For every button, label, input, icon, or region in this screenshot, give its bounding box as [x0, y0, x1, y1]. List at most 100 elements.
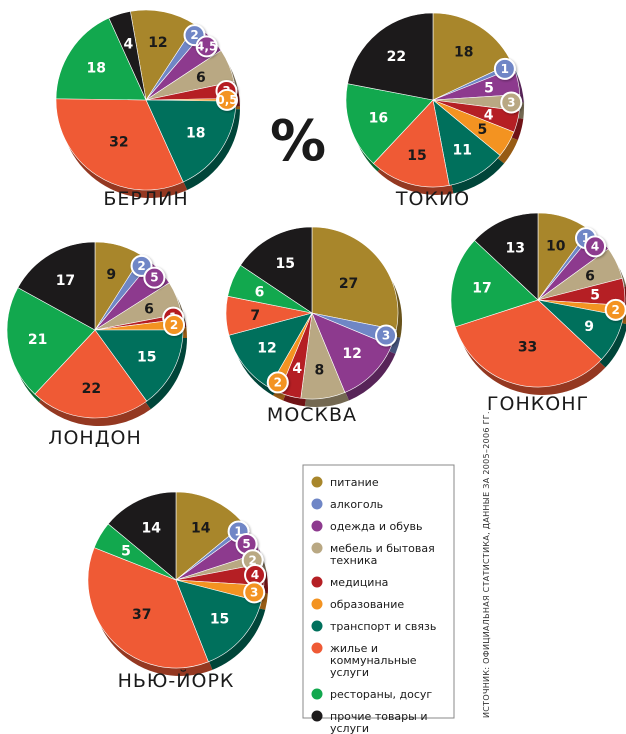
pie-slice-transport: [145, 99, 237, 183]
value-label-food: 12: [148, 35, 167, 51]
legend-swatch-medicine: [311, 576, 323, 588]
value-label-medicine: 4: [251, 568, 259, 582]
legend-swatch-leisure: [311, 688, 323, 700]
value-label-other: 15: [276, 256, 295, 272]
value-label-education: 2: [274, 375, 282, 389]
value-label-housing: 7: [250, 308, 260, 324]
value-label-leisure: 17: [472, 280, 491, 296]
legend-item-other: прочие товары и услуги: [311, 710, 428, 734]
value-badge-education: [243, 581, 266, 604]
pie-slice-leisure: [450, 240, 539, 328]
legend-frame: [302, 464, 455, 719]
value-label-clothes: 12: [342, 346, 361, 362]
value-label-food: 10: [546, 238, 566, 254]
value-badge-clothes: [584, 235, 607, 258]
pie-slice-other: [347, 12, 434, 101]
value-label-transport: 12: [257, 341, 276, 357]
city-title-london: ЛОНДОН: [48, 427, 142, 449]
value-label-food: 18: [454, 45, 473, 61]
legend-item-housing: жилье и коммунальные услуги: [311, 642, 417, 679]
pie-slice-leisure: [345, 83, 434, 164]
value-badge-clothes: [195, 35, 218, 58]
legend-swatch-clothes: [311, 520, 323, 532]
pie-slice-transport: [175, 579, 262, 663]
value-badge-alcohol: [375, 324, 398, 347]
legend-item-clothes: одежда и обувь: [311, 520, 423, 533]
legend-item-furniture: мебель и бытовая техника: [311, 542, 435, 567]
pie-slice-housing: [454, 299, 602, 388]
value-label-alcohol: 1: [582, 231, 590, 245]
legend-label-transport: транспорт и связь: [330, 620, 436, 633]
value-label-education: 0,5: [216, 93, 237, 107]
percent-sign: %: [270, 109, 326, 174]
legend-item-transport: транспорт и связь: [311, 620, 436, 633]
value-label-other: 4: [124, 36, 134, 52]
pie-london: 92561215222117: [6, 241, 187, 426]
value-label-other: 13: [505, 240, 524, 256]
pie-charts-group: 1224,5630,518321841815345111516229256121…: [6, 9, 626, 676]
pie-slice-food: [311, 226, 399, 331]
legend-item-medicine: медицина: [311, 576, 388, 589]
value-label-transport: 11: [452, 142, 471, 158]
legend-label-medicine: медицина: [330, 576, 388, 589]
value-label-transport: 18: [186, 126, 205, 142]
legend-label-housing: жилье и коммунальные услуги: [330, 642, 417, 679]
value-label-transport: 9: [584, 319, 594, 335]
pie-slice-housing: [34, 329, 148, 419]
value-label-clothes: 4: [591, 239, 599, 253]
value-badge-education: [215, 88, 238, 111]
value-badge-furniture: [500, 91, 523, 114]
value-label-furniture: 8: [315, 362, 325, 378]
pie-slice-other: [240, 226, 313, 314]
value-label-housing: 32: [109, 134, 128, 150]
value-label-alcohol: 2: [190, 28, 198, 42]
value-label-alcohol: 3: [382, 328, 390, 342]
value-label-furniture: 6: [585, 269, 595, 285]
legend-label-alcohol: алкоголь: [330, 498, 383, 511]
legend-item-education: образование: [311, 598, 404, 611]
legend-item-leisure: рестораны, досуг: [311, 688, 432, 701]
value-label-transport: 15: [210, 611, 229, 627]
value-label-alcohol: 2: [137, 259, 145, 273]
value-label-other: 14: [142, 520, 162, 536]
value-label-education: 2: [170, 318, 178, 332]
pie-slice-food: [432, 12, 513, 101]
legend-swatch-furniture: [311, 542, 323, 554]
city-title-newyork: НЬЮ-ЙОРК: [118, 669, 235, 692]
pie-slice-housing: [87, 547, 209, 669]
value-label-transport: 15: [137, 349, 156, 365]
pie-slice-housing: [55, 98, 184, 191]
value-label-furniture: 6: [144, 302, 154, 318]
pie-slice-other: [107, 491, 177, 581]
pie-slice-clothes: [311, 312, 392, 393]
value-label-housing: 37: [132, 607, 151, 623]
legend-swatch-transport: [311, 620, 323, 632]
legend-item-food: питание: [311, 476, 379, 489]
pie-hongkong: 10 14 6 52 9 33 17 13: [450, 212, 626, 396]
value-label-leisure: 6: [255, 284, 265, 300]
value-label-education: 5: [478, 122, 488, 138]
value-label-housing: 22: [82, 381, 101, 397]
value-badge-alcohol: [493, 57, 516, 80]
value-label-food: 14: [191, 520, 211, 536]
value-label-leisure: 21: [28, 332, 47, 348]
pie-slice-food: [130, 9, 196, 101]
value-label-clothes: 5: [150, 271, 158, 285]
value-label-education: 3: [250, 585, 258, 599]
value-label-other: 22: [387, 49, 406, 65]
city-title-tokyo: ТОКИО: [395, 188, 470, 210]
value-label-clothes: 4,5: [196, 39, 217, 53]
value-label-medicine: 5: [590, 288, 600, 304]
value-label-food: 27: [339, 276, 358, 292]
city-title-berlin: БЕРЛИН: [103, 188, 188, 210]
value-label-medicine: 4: [484, 107, 494, 123]
value-label-leisure: 18: [87, 60, 106, 76]
pie-slice-leisure: [6, 287, 96, 395]
city-title-moscow: МОСКВА: [267, 404, 357, 426]
pie-slice-other: [474, 212, 539, 301]
legend-swatch-alcohol: [311, 498, 323, 510]
legend-item-alcohol: алкоголь: [311, 498, 383, 511]
